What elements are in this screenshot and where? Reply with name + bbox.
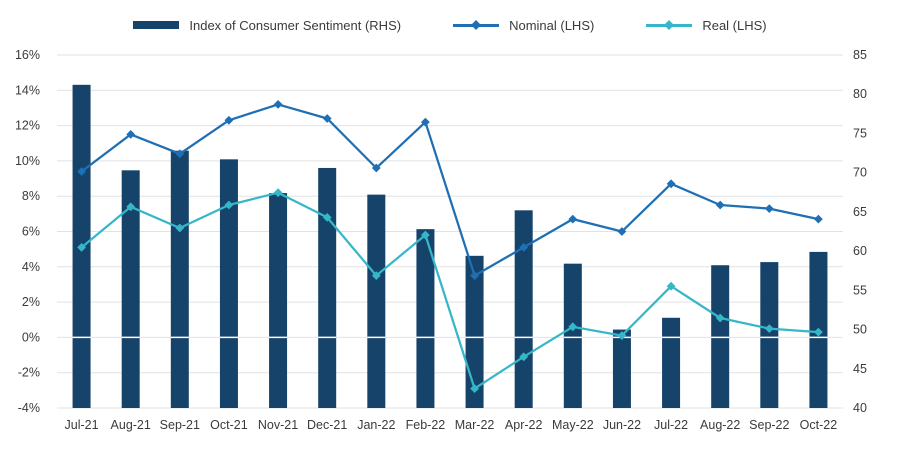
diamond-marker-icon [421,230,430,240]
left-axis-tick: 8% [22,189,40,203]
left-axis-tick: 14% [15,83,40,97]
bar-nov-21 [269,193,288,408]
diamond-marker-icon [519,243,529,252]
bar-jun-22 [612,329,631,408]
left-axis-tick: -4% [18,401,40,415]
line-diamond-swatch-icon [646,20,693,30]
right-axis-tick: 85 [853,48,867,62]
diamond-marker-icon [273,100,283,109]
combo-chart: 16% 14% 12% 10% 8% 6% 4% 2% 0% -2% -4% 85 80 75 70 65 60… [15,48,867,432]
chart-legend: Index of Consumer Sentiment (RHS) Nomina… [0,0,900,37]
diamond-marker-icon [421,117,430,127]
x-axis-tick: Jun-22 [603,418,641,432]
line-real-lhs [80,191,819,390]
diamond-marker-icon [371,163,381,173]
diamond-marker-icon [715,313,725,323]
right-axis-tick: 50 [853,323,867,337]
diamond-marker-icon [617,331,627,340]
diamond-marker-icon [126,202,136,212]
bar-oct-21 [219,159,238,408]
bar-may-22 [563,263,582,408]
bar-sep-21 [170,150,189,409]
bar-apr-22 [514,210,533,408]
bar-jan-22 [367,194,386,408]
line-diamond-swatch-icon [453,20,500,30]
left-axis-tick: 12% [15,119,40,133]
left-axis-tick: -2% [18,366,40,380]
bar-aug-21 [121,170,140,408]
x-axis-tick: Feb-22 [406,418,446,432]
diamond-marker-icon [126,130,136,139]
x-axis-tick: Aug-22 [700,418,740,432]
x-axis-tick: Jul-22 [654,418,688,432]
bar-feb-22 [416,229,435,408]
bar-sep-22 [760,262,779,408]
diamond-marker-icon [471,20,482,30]
diamond-marker-icon [664,20,675,30]
right-axis-tick: 45 [853,362,867,376]
legend-label-nominal: Nominal (LHS) [509,17,595,33]
diamond-marker-icon [273,188,283,198]
diamond-marker-icon [224,200,234,210]
legend-item-real: Real (LHS) [646,17,767,33]
diamond-marker-icon [322,213,332,222]
diamond-marker-icon [175,149,185,159]
diamond-marker-icon [568,322,578,332]
bar-mar-22 [465,255,484,408]
x-axis-tick: Sep-21 [160,418,200,432]
x-axis-tick: Apr-22 [505,418,543,432]
legend-item-nominal: Nominal (LHS) [453,18,594,33]
diamond-marker-icon [175,223,185,233]
diamond-marker-icon [814,327,823,337]
diamond-marker-icon [470,271,479,280]
diamond-marker-icon [519,352,529,362]
x-axis-tick: Mar-22 [455,418,495,432]
left-axis-tick: 4% [22,260,40,274]
left-axis-tick: 0% [22,330,40,344]
legend-label-real: Real (LHS) [702,17,767,33]
bar-swatch-icon [133,21,180,29]
left-axis-tick: 2% [22,295,40,309]
diamond-marker-icon [764,324,774,333]
diamond-marker-icon [715,200,725,210]
diamond-marker-icon [77,243,86,252]
x-axis-tick: Oct-21 [210,418,248,432]
left-axis-tick: 10% [15,154,40,168]
right-axis-tick: 40 [853,401,867,415]
right-axis-tick: 70 [853,166,867,180]
bar-jul-22 [662,317,681,408]
right-axis-tick: 55 [853,283,867,297]
x-axis-tick: Aug-21 [111,418,151,432]
x-axis-tick: May-22 [552,418,594,432]
diamond-marker-icon [77,167,86,176]
right-axis-tick: 65 [853,205,867,219]
x-axis-tick: Oct-22 [800,418,838,432]
right-axis-tick: 80 [853,87,867,101]
diamond-marker-icon [568,214,578,224]
x-axis-tick: Jan-22 [357,418,395,432]
diamond-marker-icon [371,271,381,280]
left-axis-tick: 6% [22,225,40,239]
diamond-marker-icon [617,227,627,236]
left-axis-tick: 16% [15,48,40,62]
diamond-marker-icon [224,115,234,125]
diamond-marker-icon [666,179,676,189]
diamond-marker-icon [814,214,823,224]
x-axis-tick: Sep-22 [749,418,789,432]
diamond-marker-icon [470,384,479,393]
right-axis-tick: 60 [853,244,867,258]
x-axis-tick: Dec-21 [307,418,347,432]
legend-label-consumer-sentiment: Index of Consumer Sentiment (RHS) [189,17,402,33]
diamond-marker-icon [764,204,774,213]
line-nominal-lhs [80,103,819,277]
bar-dec-21 [318,167,337,408]
diamond-marker-icon [666,281,676,291]
x-axis-tick: Jul-21 [65,418,99,432]
legend-item-consumer-sentiment: Index of Consumer Sentiment (RHS) [133,18,401,33]
x-axis-tick: Nov-21 [258,418,298,432]
bar-aug-22 [711,265,730,408]
right-axis-tick: 75 [853,126,867,140]
diamond-marker-icon [322,114,332,123]
